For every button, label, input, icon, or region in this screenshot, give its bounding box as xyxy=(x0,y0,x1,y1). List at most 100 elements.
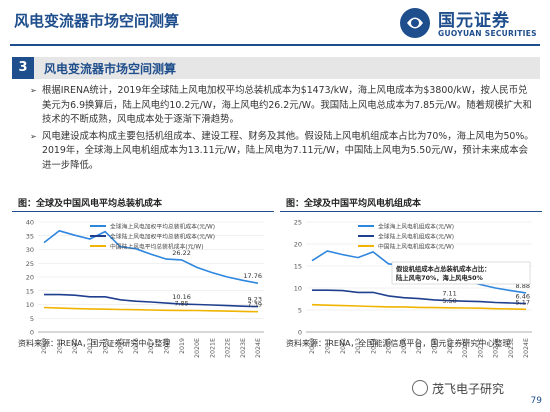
section-number: 3 xyxy=(12,57,34,79)
y-tick-label: 25 xyxy=(26,260,34,268)
x-tick-label: 2013 xyxy=(355,338,362,354)
x-tick-label: 2014 xyxy=(370,338,377,354)
legend-label: 全球陆上风电机组成本(元/W) xyxy=(378,232,454,240)
bullet-item: ➢ 风电建设成本构成主要包括机组成本、建设工程、财务及其他。假设陆上风电机组成本… xyxy=(30,130,535,174)
title-divider xyxy=(10,44,540,46)
data-label: 10.16 xyxy=(172,293,191,301)
guoyuan-logo-icon xyxy=(400,8,430,38)
x-tick-label: 2012 xyxy=(340,338,347,354)
data-label: 6.46 xyxy=(516,293,530,301)
x-tick-label: 2015 xyxy=(118,338,125,354)
figure-title: 图：全球及中国平均风电机组成本 xyxy=(286,199,422,209)
bullet-arrow-icon: ➢ xyxy=(30,131,37,141)
y-tick-label: 10 xyxy=(294,285,302,293)
x-tick-label: 2018 xyxy=(431,338,438,354)
y-tick-label: 30 xyxy=(26,246,34,254)
x-tick-label: 2017 xyxy=(148,338,155,354)
series-line-1 xyxy=(44,293,259,308)
page-title: 风电变流器市场空间测算 xyxy=(14,12,180,30)
y-tick-label: 15 xyxy=(26,287,34,295)
y-tick-label: 25 xyxy=(294,219,302,227)
bullet-arrow-icon: ➢ xyxy=(30,86,37,95)
y-tick-label: 40 xyxy=(26,219,34,227)
x-tick-label: 2023E xyxy=(240,338,247,358)
page-number: 79 xyxy=(530,396,542,406)
line-chart-total-cost: 0 5 10 15 20 25 30 35 40 2010 2011 2012 2013 2014 2015… xyxy=(26,219,264,358)
series-line-0 xyxy=(43,229,259,284)
y-tick-label: 20 xyxy=(294,241,302,249)
x-tick-label: 2023E xyxy=(508,338,515,358)
data-label: 7.11 xyxy=(442,290,456,298)
data-label: 7.85 xyxy=(174,299,188,307)
y-tick-label: 15 xyxy=(294,263,302,271)
chart-turbine-cost: 图：全球及中国平均风电机组成本 0 5 10 15 20 25 2010 2011 2012 20… xyxy=(280,196,542,376)
data-label: 5.50 xyxy=(442,297,456,305)
annotation-text: 假设机组成本占总装机成本占比： xyxy=(396,264,490,273)
legend-label: 中国陆上风电机组成本(元/W) xyxy=(378,242,454,250)
bullet-list: ➢ 根据IRENA统计，2019年全球陆上风电加权平均总装机成本为$1473/k… xyxy=(30,84,535,175)
bullet-item: ➢ 根据IRENA统计，2019年全球陆上风电加权平均总装机成本为$1473/k… xyxy=(30,84,535,128)
x-tick-label: 2014 xyxy=(102,338,109,354)
annotation-box: 假设机组成本占总装机成本占比：陆上风电70%，海上风电50% xyxy=(391,261,531,285)
y-tick-label: 20 xyxy=(26,274,34,282)
line-chart-turbine-cost: 0 5 10 15 20 25 2010 2011 2012 2013 2014 2015 2016 20… xyxy=(294,219,532,358)
x-tick-label: 2022E xyxy=(225,338,232,358)
y-tick-label: 0 xyxy=(298,329,302,337)
x-tick-label: 2013 xyxy=(87,338,94,354)
data-label: 17.76 xyxy=(243,272,262,280)
series-line-2 xyxy=(43,306,259,313)
x-tick-label: 2016 xyxy=(401,338,408,354)
data-label: 8.88 xyxy=(516,282,530,290)
series-line-1 xyxy=(312,289,527,305)
legend-label: 全球海上风电机组成本(元/W) xyxy=(378,222,454,230)
logo-name-en: GUOYUAN SECURITIES xyxy=(438,29,537,38)
x-tick-label: 2020E xyxy=(462,338,469,358)
source-note-right: 资料来源：IRENA，全国能源信息平台，国元证券研究中心整理 xyxy=(286,339,511,348)
section-header: 3 风电变流器市场空间测算 xyxy=(12,57,540,79)
wechat-icon xyxy=(412,380,428,396)
x-tick-label: 2017 xyxy=(416,338,423,354)
data-label: 26.22 xyxy=(172,249,191,257)
x-tick-label: 2021E xyxy=(209,338,216,358)
x-tick-label: 2010 xyxy=(309,338,316,354)
legend-label: 中国陆上风电平均总装机成本(元/W) xyxy=(110,242,203,250)
x-tick-label: 2021E xyxy=(477,338,484,358)
x-tick-label: 2022E xyxy=(493,338,500,358)
data-label: 5.17 xyxy=(516,298,530,306)
x-tick-label: 2019 xyxy=(179,338,186,354)
section-title: 风电变流器市场空间测算 xyxy=(44,62,177,76)
y-tick-label: 0 xyxy=(30,329,34,337)
bullet-text: 风电建设成本构成主要包括机组成本、建设工程、财务及其他。假设陆上风电机组成本占比… xyxy=(42,130,534,171)
data-label: 7.39 xyxy=(248,301,262,309)
annotation-text: 陆上风电70%，海上风电50% xyxy=(396,273,484,282)
watermark: 茂飞电子研究 xyxy=(412,380,504,397)
x-tick-label: 2018 xyxy=(163,338,170,354)
x-tick-label: 2011 xyxy=(56,338,63,354)
x-tick-label: 2016 xyxy=(133,338,140,354)
source-note-left: 资料来源：IRENA，国元证券研究中心整理 xyxy=(18,339,171,348)
data-label: 9.23 xyxy=(248,296,262,304)
annotation-frame xyxy=(391,261,531,285)
figure-rule xyxy=(12,211,274,212)
figure-rule xyxy=(280,211,542,212)
company-logo: 国元证券 GUOYUAN SECURITIES xyxy=(398,6,544,40)
chart-total-install-cost: 图：全球及中国风电平均总装机成本 0 5 10 15 20 25 30 35 40 2010 201… xyxy=(12,196,274,376)
y-tick-label: 35 xyxy=(26,232,34,240)
x-tick-label: 2024E xyxy=(523,338,530,358)
x-tick-label: 2010 xyxy=(41,338,48,354)
x-tick-label: 2012 xyxy=(72,338,79,354)
figure-title: 图：全球及中国风电平均总装机成本 xyxy=(18,199,163,209)
x-tick-label: 2024E xyxy=(255,338,262,358)
legend-label: 全球海上风电加权平均总装机成本(元/W) xyxy=(110,222,215,230)
x-tick-label: 2011 xyxy=(324,338,331,354)
y-tick-label: 5 xyxy=(30,315,34,323)
y-tick-label: 5 xyxy=(298,307,302,315)
x-tick-label: 2019 xyxy=(447,338,454,354)
x-tick-label: 2015 xyxy=(386,338,393,354)
legend-label: 全球陆上风电加权平均总装机成本(元/W) xyxy=(110,232,215,240)
logo-name-cn: 国元证券 xyxy=(438,11,510,31)
bullet-text: 根据IRENA统计，2019年全球陆上风电加权平均总装机成本为$1473/kW，… xyxy=(42,85,532,125)
x-tick-label: 2020E xyxy=(194,338,201,358)
y-tick-label: 10 xyxy=(26,301,34,309)
watermark-text: 茂飞电子研究 xyxy=(432,382,505,396)
